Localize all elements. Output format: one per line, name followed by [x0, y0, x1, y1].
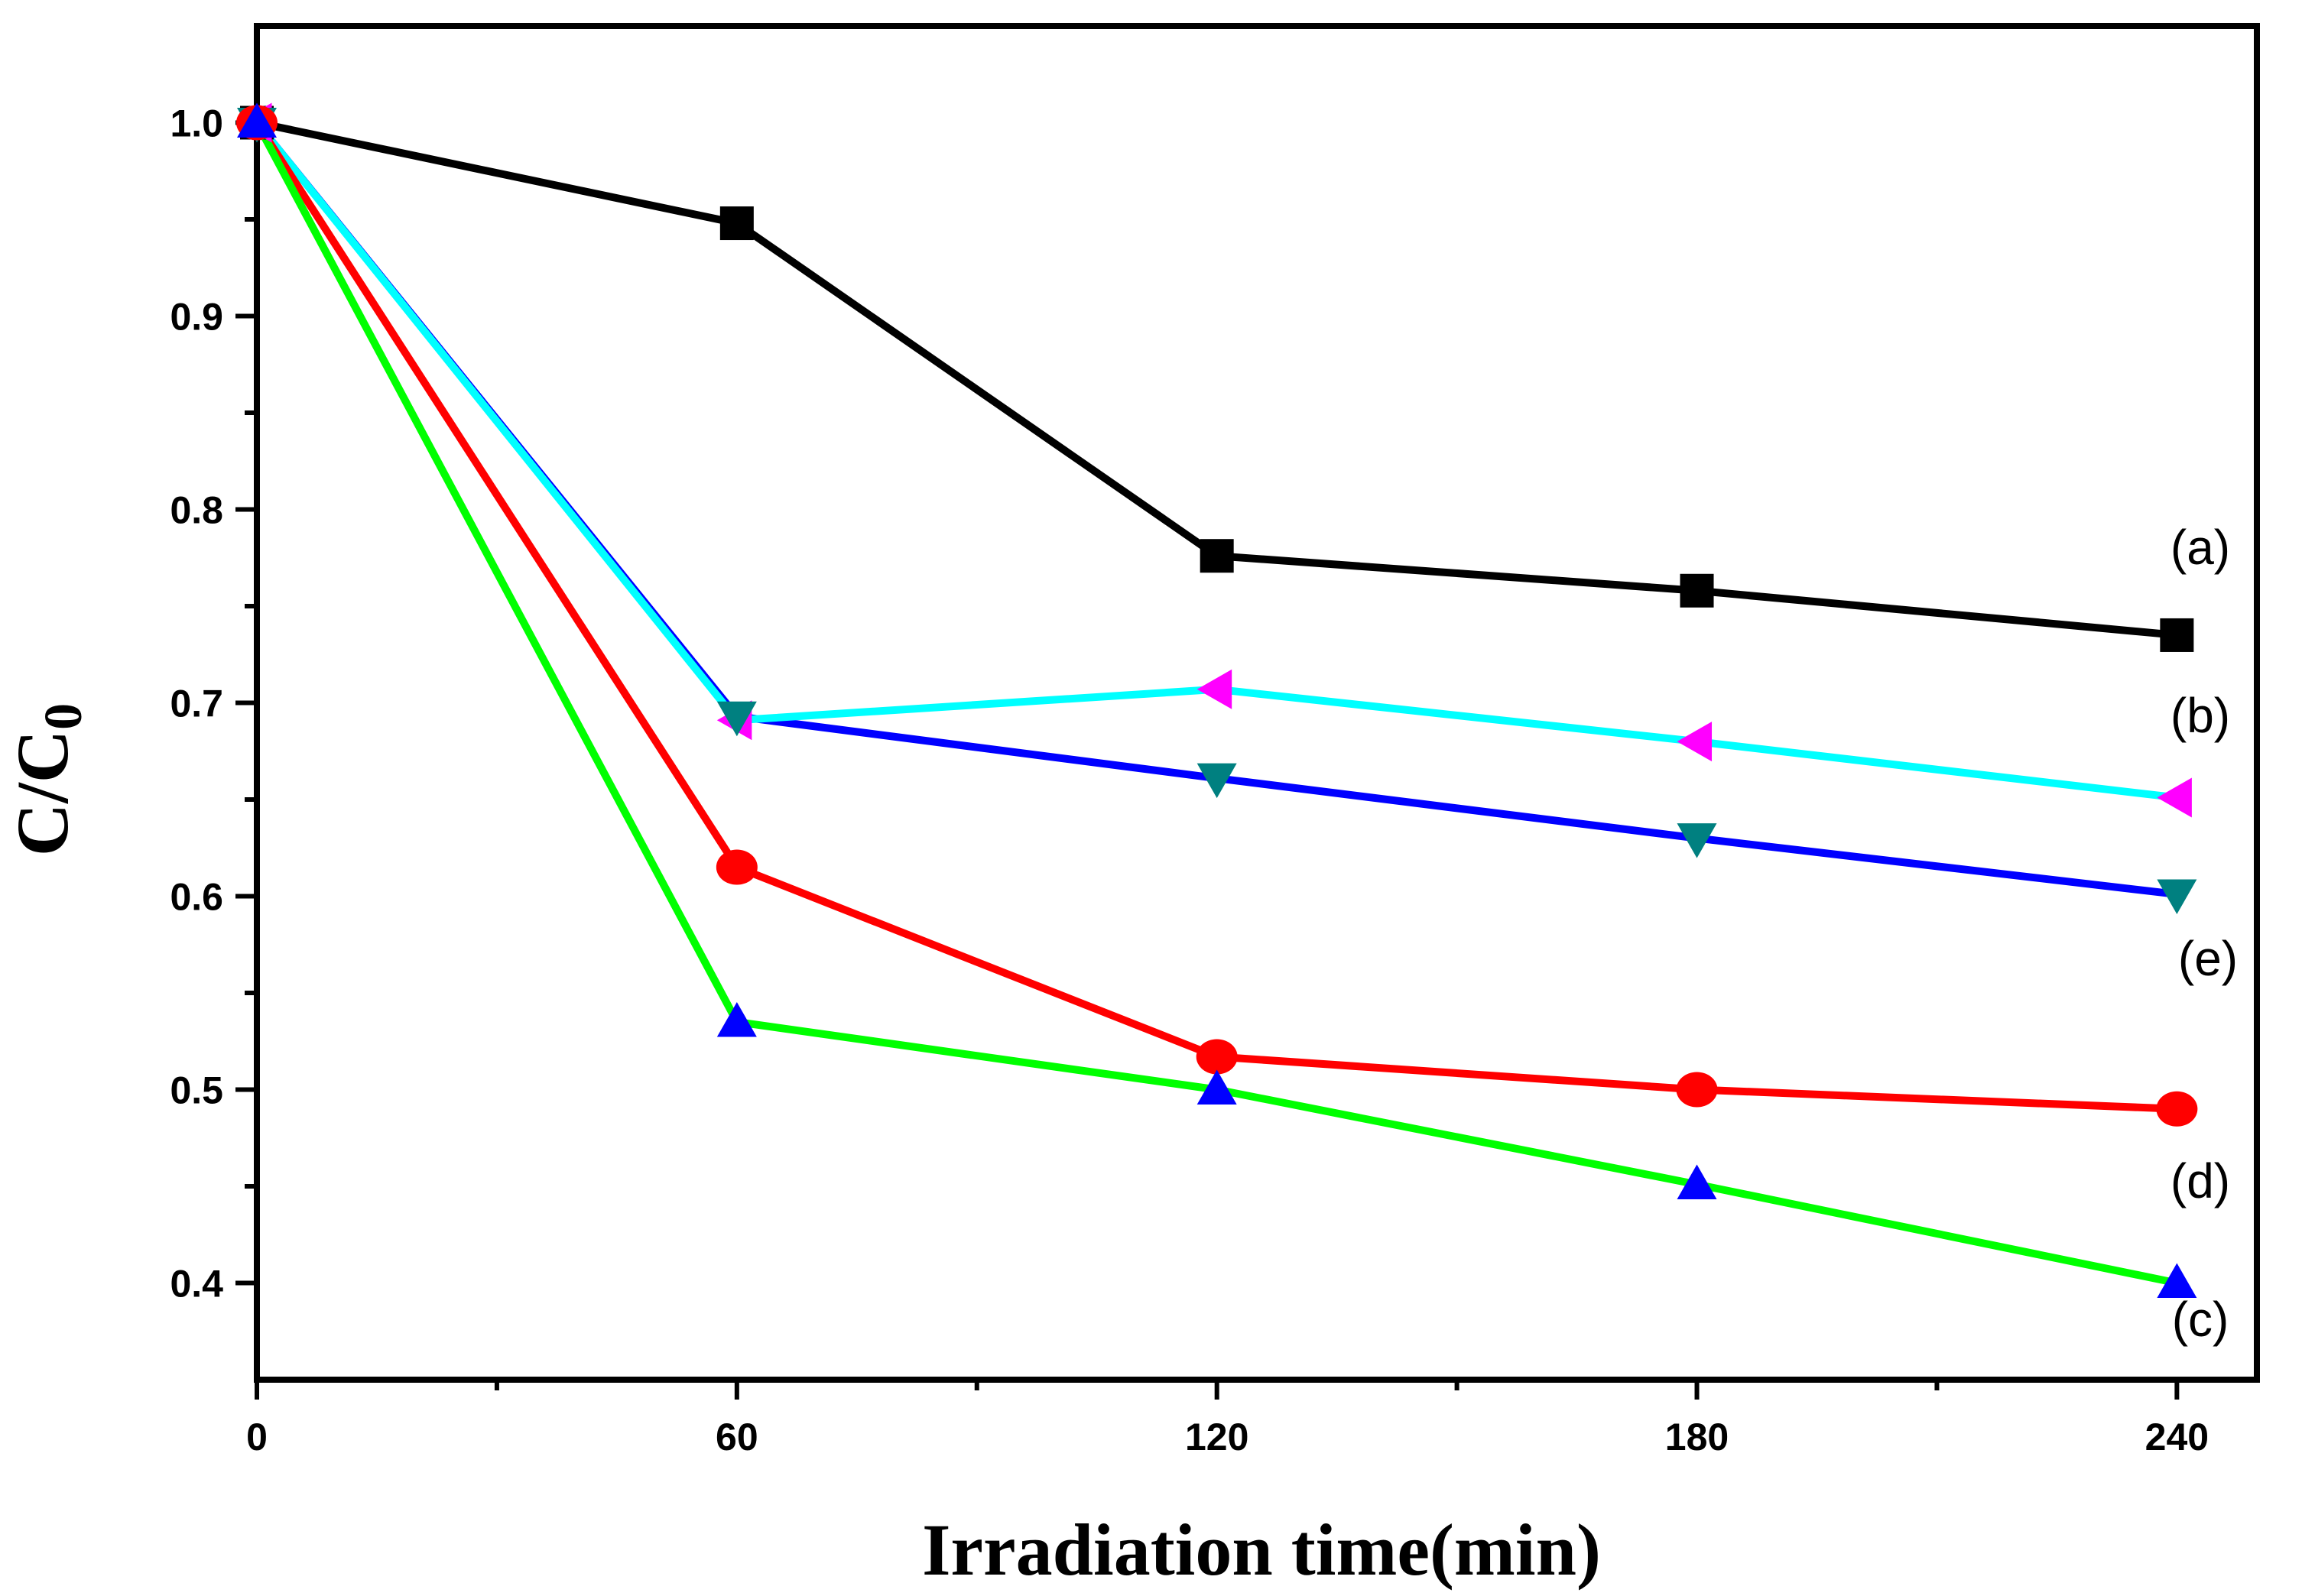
data-point-triangle-down	[716, 701, 757, 737]
x-tick-label: 240	[2145, 1416, 2209, 1458]
data-point-triangle-left	[1677, 722, 1713, 762]
y-tick-label: 0.9	[170, 296, 223, 339]
x-tick-label: 60	[716, 1416, 758, 1458]
x-axis-title: Irradiation time(min)	[922, 1509, 1601, 1591]
data-point-triangle-down	[1677, 823, 1717, 858]
data-point-triangle-up	[2157, 1263, 2197, 1298]
data-point-square	[1200, 539, 1234, 573]
y-axis-title-subscript: 0	[34, 703, 93, 730]
data-point-square	[2160, 618, 2194, 652]
data-point-triangle-up	[716, 1001, 757, 1037]
x-tick-label: 120	[1185, 1416, 1248, 1458]
series-label: (b)	[2171, 688, 2230, 743]
series-label: (a)	[2171, 520, 2230, 575]
series-label: (e)	[2178, 931, 2238, 986]
data-point-circle	[1196, 1039, 1238, 1075]
series-label: (d)	[2171, 1153, 2230, 1208]
data-point-triangle-up	[1196, 1069, 1237, 1105]
data-point-circle	[1676, 1072, 1718, 1108]
data-point-square	[719, 206, 754, 241]
y-tick-label: 0.7	[170, 683, 223, 725]
y-tick-label: 1.0	[170, 102, 223, 145]
y-axis-title-main: C/C	[2, 730, 83, 856]
x-tick-label: 0	[246, 1416, 268, 1458]
x-tick-label: 180	[1665, 1416, 1729, 1458]
series-label: (c)	[2172, 1292, 2229, 1347]
data-point-triangle-left	[2157, 777, 2192, 818]
data-point-circle	[2156, 1091, 2198, 1127]
y-axis-title: C/C0	[2, 703, 93, 856]
data-point-triangle-up	[237, 102, 277, 138]
y-tick-label: 0.4	[170, 1263, 223, 1306]
data-point-triangle-down	[2157, 879, 2197, 914]
data-point-triangle-down	[1196, 763, 1237, 799]
y-tick-label: 0.6	[170, 876, 223, 919]
data-point-triangle-left	[1196, 669, 1232, 709]
data-point-square	[1680, 573, 1714, 608]
data-point-triangle-up	[1677, 1164, 1717, 1199]
y-tick-label: 0.8	[170, 489, 223, 532]
y-tick-label: 0.5	[170, 1069, 223, 1112]
data-point-circle	[716, 849, 758, 885]
